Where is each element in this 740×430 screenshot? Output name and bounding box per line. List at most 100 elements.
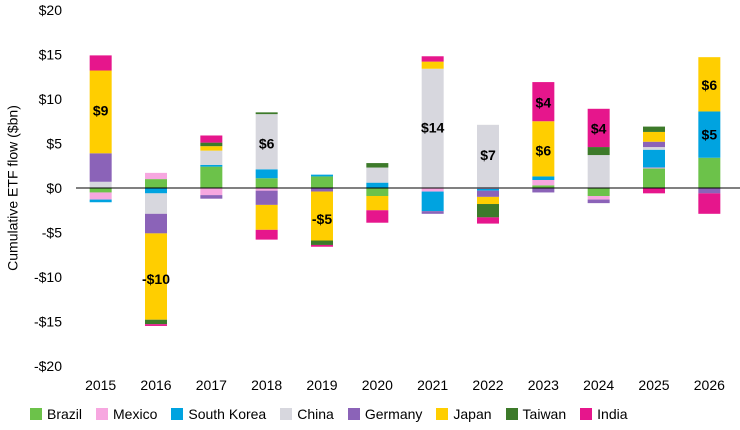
bar-segment-brazil-2023 xyxy=(532,185,555,188)
bar-segment-taiwan-2018 xyxy=(255,112,278,115)
x-tick-label: 2024 xyxy=(583,377,614,393)
bar-segment-germany-2016 xyxy=(145,213,167,234)
bar-segment-india-2020 xyxy=(366,210,389,223)
bar-segment-india-2022 xyxy=(477,217,499,224)
legend-swatch xyxy=(505,408,518,420)
bar-segment-japan-2017 xyxy=(200,146,223,151)
bar-segment-south-korea-2020 xyxy=(366,182,389,188)
legend-item-south-korea: South Korea xyxy=(171,406,266,422)
bar-segment-china-2016 xyxy=(145,193,167,214)
legend-item-china: China xyxy=(280,406,334,422)
y-tick-label: $5 xyxy=(46,136,62,152)
legend-label: China xyxy=(297,406,334,422)
legend-label: Mexico xyxy=(113,406,158,422)
bar-segment-taiwan-2016 xyxy=(145,319,167,325)
bar-segment-japan-2022 xyxy=(477,196,499,205)
x-tick-label: 2021 xyxy=(417,377,448,393)
bar-segment-brazil-2026 xyxy=(698,157,721,188)
bar-segment-india-2015 xyxy=(89,55,112,71)
bar-segment-japan-2018 xyxy=(255,204,278,230)
bar-segment-india-2019 xyxy=(311,244,333,247)
x-tick-label: 2019 xyxy=(306,377,337,393)
bar-segment-japan-2020 xyxy=(366,196,389,211)
legend-swatch xyxy=(580,408,593,420)
data-label: $14 xyxy=(421,119,445,135)
bar-segment-mexico-2025 xyxy=(643,167,665,169)
bar-segment-japan-2026 xyxy=(698,57,721,112)
bar-segment-brazil-2016 xyxy=(145,179,167,188)
bar-segment-south-korea-2026 xyxy=(698,111,721,158)
bar-segment-mexico-2016 xyxy=(145,172,167,180)
data-label: -$5 xyxy=(312,211,332,227)
bar-segment-china-2020 xyxy=(366,167,389,183)
data-label: $5 xyxy=(702,127,718,143)
data-label: $4 xyxy=(536,95,552,111)
bar-segment-japan-2019 xyxy=(311,191,333,241)
bar-segment-germany-2026 xyxy=(698,188,721,194)
bar-segment-japan-2023 xyxy=(532,121,555,177)
bar-segment-japan-2021 xyxy=(421,61,444,69)
data-label: $6 xyxy=(702,77,718,93)
x-tick-label: 2022 xyxy=(472,377,503,393)
bar-segment-brazil-2017 xyxy=(200,166,223,188)
bar-segment-taiwan-2025 xyxy=(643,126,665,132)
y-tick-label: $10 xyxy=(39,91,63,107)
bar-segment-japan-2016 xyxy=(145,233,167,320)
data-label: $4 xyxy=(591,120,607,136)
bar-segment-south-korea-2019 xyxy=(311,174,333,177)
y-tick-label: -$5 xyxy=(42,225,62,241)
bar-segment-china-2017 xyxy=(200,150,223,165)
bar-segment-china-2021 xyxy=(421,68,444,188)
bar-segment-brazil-2019 xyxy=(311,176,333,188)
chart-legend: Brazil Mexico South Korea China Germany Japan… xyxy=(30,406,628,422)
bar-segment-south-korea-2017 xyxy=(200,164,223,167)
bar-segment-japan-2025 xyxy=(643,131,665,142)
bar-segment-brazil-2025 xyxy=(643,168,665,188)
x-tick-label: 2020 xyxy=(362,377,393,393)
bar-segment-taiwan-2017 xyxy=(200,142,223,147)
bar-segment-china-2025 xyxy=(643,147,665,150)
bar-segment-south-korea-2021 xyxy=(421,191,444,212)
bar-segment-taiwan-2024 xyxy=(587,147,610,156)
legend-item-brazil: Brazil xyxy=(30,406,82,422)
bar-segment-brazil-2018 xyxy=(255,178,278,188)
bar-segment-south-korea-2016 xyxy=(145,188,167,194)
y-tick-label: $20 xyxy=(39,2,63,18)
x-tick-label: 2026 xyxy=(694,377,725,393)
bar-segment-south-korea-2015 xyxy=(89,199,112,203)
bar-segment-taiwan-2022 xyxy=(477,204,499,218)
legend-item-germany: Germany xyxy=(347,406,422,422)
bar-segment-mexico-2023 xyxy=(532,179,555,186)
bar-segment-china-2022 xyxy=(477,124,499,188)
bar-segment-south-korea-2025 xyxy=(643,149,665,168)
legend-swatch xyxy=(280,408,293,420)
x-tick-label: 2017 xyxy=(196,377,227,393)
bar-segment-india-2017 xyxy=(200,135,223,143)
etf-flow-chart: Cumulative ETF flow ($bn) -$20 -$15 -$10 -$5… xyxy=(5,2,740,393)
bar-segment-germany-2024 xyxy=(587,199,610,204)
bar-segment-mexico-2018 xyxy=(255,188,278,191)
data-label: $6 xyxy=(259,136,275,152)
bar-segment-south-korea-2023 xyxy=(532,176,555,180)
legend-item-india: India xyxy=(580,406,628,422)
bar-segment-germany-2022 xyxy=(477,190,499,197)
bar-segment-china-2018 xyxy=(255,114,278,170)
bar-segment-taiwan-2019 xyxy=(311,240,333,245)
data-label: $6 xyxy=(536,143,552,159)
y-tick-label: -$15 xyxy=(34,314,62,330)
bar-segment-south-korea-2022 xyxy=(477,188,499,191)
legend-swatch xyxy=(171,408,184,420)
legend-item-japan: Japan xyxy=(436,406,492,422)
x-tick-label: 2023 xyxy=(528,377,559,393)
bar-segment-south-korea-2018 xyxy=(255,169,278,179)
bar-segment-mexico-2017 xyxy=(200,188,223,196)
bar-segment-india-2024 xyxy=(587,108,610,148)
bar-segment-india-2021 xyxy=(421,56,444,62)
bar-segment-taiwan-2020 xyxy=(366,163,389,168)
bar-segment-china-2015 xyxy=(89,181,112,188)
legend-label: South Korea xyxy=(188,406,267,422)
y-tick-label: $0 xyxy=(46,180,62,196)
bar-segment-brazil-2024 xyxy=(587,188,610,197)
bar-segment-germany-2015 xyxy=(89,153,112,182)
y-tick-label: $15 xyxy=(39,47,63,63)
